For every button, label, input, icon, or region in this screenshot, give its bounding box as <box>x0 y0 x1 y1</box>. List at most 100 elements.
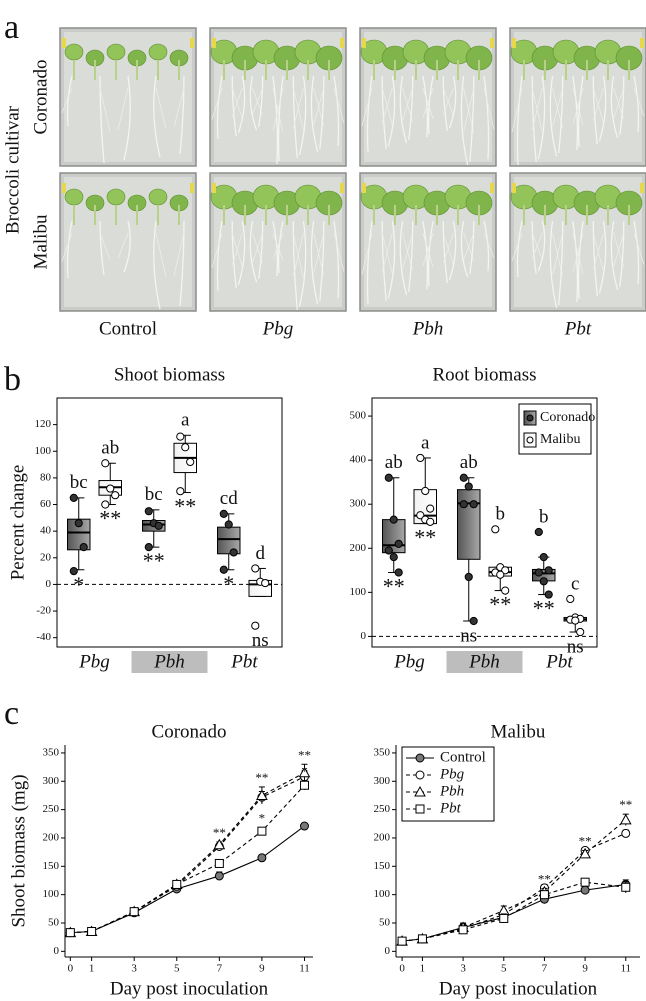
root <box>460 220 469 278</box>
photo <box>359 27 497 167</box>
root <box>422 87 434 118</box>
clip <box>340 183 344 193</box>
data-point <box>176 487 185 496</box>
clip <box>212 183 216 193</box>
x-tick-label: Pbt <box>230 651 258 672</box>
photo <box>359 172 497 312</box>
root <box>593 87 604 121</box>
chart-title: Root biomass <box>433 364 537 385</box>
x-tick-label: 11 <box>299 963 310 975</box>
root <box>552 232 564 276</box>
significance: ** <box>619 797 632 812</box>
data-point <box>213 838 226 850</box>
significance: ** <box>579 833 592 848</box>
x-tick-label: 0 <box>68 963 74 975</box>
root <box>633 220 640 285</box>
significance: * <box>73 572 84 597</box>
root <box>117 87 129 131</box>
root <box>531 220 537 275</box>
significance: ns <box>252 630 269 651</box>
data-point <box>219 509 228 518</box>
y-tick-label: 200 <box>350 542 367 554</box>
data-point <box>176 432 185 441</box>
data-point <box>186 457 195 467</box>
data-point <box>154 521 163 530</box>
root <box>293 87 304 128</box>
data-point <box>251 564 260 573</box>
root <box>531 87 543 130</box>
root <box>598 75 607 142</box>
root <box>531 232 543 259</box>
data-point <box>219 565 228 574</box>
data-point <box>580 877 590 887</box>
data-point <box>257 826 267 836</box>
root <box>460 75 469 166</box>
root <box>298 220 307 308</box>
root <box>99 87 111 132</box>
data-point <box>566 594 575 604</box>
legend-label: Pbt <box>439 800 462 816</box>
y-tick-label: -20 <box>36 605 51 617</box>
data-point <box>101 459 110 468</box>
root <box>310 220 319 305</box>
group-letter: b <box>539 506 549 527</box>
root <box>427 75 434 135</box>
significance: ** <box>174 494 196 519</box>
column-label: Control <box>99 318 157 339</box>
root <box>619 75 625 136</box>
legend-marker <box>415 804 425 814</box>
y-tick-label: 50 <box>48 917 60 929</box>
root <box>483 220 490 272</box>
data-point <box>464 482 473 491</box>
data-point <box>144 507 153 516</box>
x-tick-label: 0 <box>399 963 405 975</box>
panel-label: b <box>4 361 21 398</box>
root <box>469 220 475 275</box>
root <box>292 220 298 311</box>
data-point <box>416 453 425 463</box>
root <box>469 75 475 163</box>
data-point <box>417 934 427 944</box>
y-tick-label: 120 <box>35 418 52 430</box>
data-point <box>74 519 83 528</box>
root <box>549 220 558 309</box>
root <box>577 220 584 300</box>
x-tick-label: 1 <box>420 963 426 975</box>
box <box>457 489 481 560</box>
data-point <box>469 616 478 626</box>
y-tick-label: 350 <box>374 746 391 758</box>
legend-marker <box>415 770 425 780</box>
root <box>231 75 237 137</box>
root <box>333 75 340 147</box>
data-point <box>299 821 309 831</box>
data-point <box>69 493 78 502</box>
data-point <box>172 879 182 889</box>
legend-marker <box>415 753 425 763</box>
leaf <box>148 43 168 61</box>
y-axis-title: Shoot biomass (mg) <box>8 774 29 927</box>
legend-point <box>526 414 534 422</box>
data-point <box>619 813 632 825</box>
data-point <box>426 517 435 526</box>
significance: * <box>259 811 266 826</box>
photo <box>509 27 646 167</box>
root <box>333 87 345 124</box>
root <box>310 75 319 153</box>
data-point <box>464 572 473 582</box>
legend-marker <box>414 785 426 797</box>
root <box>537 75 546 160</box>
root <box>381 87 393 124</box>
root <box>399 75 408 144</box>
root <box>216 220 223 292</box>
y-tick-label: 200 <box>43 831 60 843</box>
line <box>70 825 305 934</box>
root <box>298 75 307 156</box>
root <box>366 75 373 153</box>
root <box>387 75 396 147</box>
y-tick-label: 60 <box>40 498 52 510</box>
data-point <box>621 882 631 892</box>
group-letter: d <box>256 543 266 564</box>
data-point <box>251 621 260 630</box>
root <box>155 232 167 278</box>
data-point <box>79 543 88 552</box>
